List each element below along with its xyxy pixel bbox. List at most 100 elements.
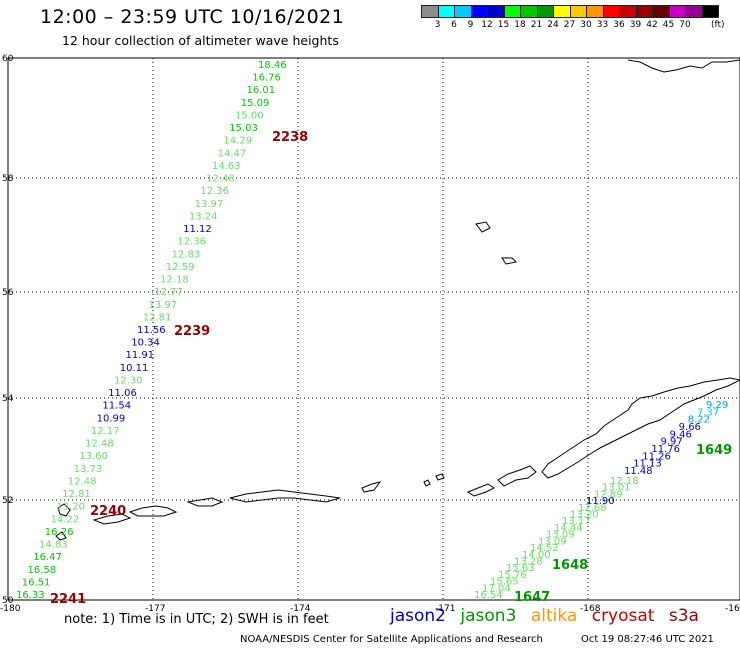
page-subtitle: 12 hour collection of altimeter wave hei… bbox=[62, 33, 339, 48]
colorbar-tick-label: 42 bbox=[646, 20, 658, 30]
wave-height-value: 9.29 bbox=[706, 400, 728, 411]
wave-height-value: 13.20 bbox=[56, 502, 85, 513]
wave-height-value: 9.66 bbox=[679, 422, 701, 433]
wave-height-value: 11.48 bbox=[624, 466, 653, 477]
wave-height-value: 11.12 bbox=[183, 224, 212, 235]
island-amchitka bbox=[92, 513, 132, 525]
wave-height-value: 16.47 bbox=[33, 552, 62, 563]
axis-labels: 60 58 56 54 52 50-180 -177 -174 -171 -168 -16 bbox=[0, 54, 740, 614]
wave-height-value: 13.01 bbox=[602, 483, 631, 494]
wave-height-value: 16.01 bbox=[246, 85, 275, 96]
colorbar-tick-label: 45 bbox=[662, 20, 675, 30]
wave-height-value: 13.24 bbox=[189, 211, 218, 222]
wave-height-value: 11.76 bbox=[651, 444, 680, 455]
wave-height-value: 14.22 bbox=[51, 514, 80, 525]
wave-height-value: 14.52 bbox=[530, 543, 559, 554]
wave-height-value: 13.28 bbox=[514, 556, 543, 567]
wave-height-value: 12.81 bbox=[62, 489, 91, 500]
wave-height-value: 16.26 bbox=[45, 527, 74, 538]
wave-height-value: 15.09 bbox=[241, 98, 270, 109]
wave-height-value: 15.65 bbox=[490, 577, 519, 588]
wave-height-value: 11.56 bbox=[137, 325, 166, 336]
colorbar-unit: (ft) bbox=[711, 20, 725, 30]
colorbar-tick-label: 9 bbox=[467, 20, 474, 30]
island-small-1 bbox=[423, 479, 431, 487]
lon-label: -177 bbox=[145, 604, 165, 614]
lat-label: 56 bbox=[2, 288, 14, 298]
island-atka bbox=[361, 481, 382, 493]
satellite-legend: jason2 jason3 altika cryosat s3a bbox=[390, 606, 708, 626]
wave-height-colorbar: (ft) 3 6 9 12 15 18 21 24 27 30 33 36 39 42 45 70 bbox=[421, 5, 725, 32]
wave-height-value: 12.77 bbox=[154, 287, 183, 298]
wave-height-value: 17.04 bbox=[482, 583, 511, 594]
legend-jason3: jason3 bbox=[460, 606, 517, 626]
wave-height-value: 14.29 bbox=[223, 136, 252, 147]
wave-height-value: 15.63 bbox=[506, 563, 535, 574]
wave-height-value: 14.83 bbox=[39, 540, 68, 551]
lon-label: -174 bbox=[290, 604, 311, 614]
wave-height-value: 14.63 bbox=[212, 161, 241, 172]
lon-label: -180 bbox=[0, 604, 21, 614]
wave-height-value: 10.34 bbox=[131, 338, 160, 349]
wave-height-value: 14.44 bbox=[554, 523, 583, 534]
island-st-paul bbox=[475, 221, 491, 233]
wave-height-value: 12.18 bbox=[160, 275, 189, 286]
island-st-george bbox=[501, 257, 518, 265]
island-delarof bbox=[186, 497, 224, 507]
island-buldir bbox=[55, 531, 67, 541]
colorbar-tick-label: 24 bbox=[547, 20, 559, 30]
colorbar-tick-label: 3 bbox=[434, 20, 441, 30]
wave-height-value: 16.58 bbox=[28, 565, 57, 576]
wave-height-value: 14.47 bbox=[218, 148, 247, 159]
wave-height-value: 16.51 bbox=[22, 577, 51, 588]
coast-alaska-peninsula bbox=[541, 377, 740, 479]
wave-height-value: 13.09 bbox=[538, 536, 567, 547]
credit-date: Oct 19 08:27:46 UTC 2021 bbox=[581, 634, 714, 645]
time-1647: 1647 bbox=[514, 590, 550, 605]
wave-height-value: 13.97 bbox=[149, 300, 178, 311]
colorbar-tick-label: 33 bbox=[596, 20, 609, 30]
island-four-mountains bbox=[435, 473, 445, 481]
wave-height-value: 16.33 bbox=[16, 590, 45, 601]
wave-height-value: 8.22 bbox=[688, 415, 710, 426]
wave-height-value: 12.89 bbox=[594, 489, 623, 500]
wave-height-value: 12.36 bbox=[200, 186, 229, 197]
map-border bbox=[7, 57, 740, 601]
pass-time-labels: 2238 2239 2240 2241 1649 1648 1647 bbox=[50, 130, 732, 607]
wave-height-value: 9.97 bbox=[660, 437, 682, 448]
wave-height-value: 13.20 bbox=[570, 510, 599, 521]
lon-label: -171 bbox=[435, 604, 455, 614]
wave-height-value: 12.81 bbox=[143, 312, 172, 323]
wave-height-value: 10.11 bbox=[120, 363, 149, 374]
colorbar-tick-label: 30 bbox=[580, 20, 592, 30]
legend-s3a: s3a bbox=[668, 606, 699, 626]
legend-altika: altika bbox=[530, 606, 578, 626]
lat-label: 58 bbox=[2, 174, 14, 184]
colorbar-swatches bbox=[421, 5, 719, 18]
wave-height-value: 10.99 bbox=[97, 413, 126, 424]
wave-height-value: 13.09 bbox=[546, 530, 575, 541]
wave-height-value: 13.97 bbox=[195, 199, 224, 210]
wave-height-value: 11.90 bbox=[586, 496, 615, 507]
time-1648: 1648 bbox=[552, 558, 588, 573]
colorbar-swatch bbox=[701, 5, 719, 18]
wave-height-value: 7.37 bbox=[697, 407, 719, 418]
time-2241: 2241 bbox=[50, 592, 86, 607]
colorbar-tick-label: 15 bbox=[497, 20, 510, 30]
wave-height-value: 12.59 bbox=[166, 262, 195, 273]
wave-height-value: 12.30 bbox=[114, 375, 143, 386]
lat-label: 52 bbox=[2, 496, 13, 506]
colorbar-ticks: (ft) 3 6 9 12 15 18 21 24 27 30 33 36 39 42 45 70 bbox=[421, 18, 725, 32]
wave-height-value: 12.83 bbox=[172, 249, 201, 260]
lon-label: -168 bbox=[580, 604, 601, 614]
wave-height-value: 11.13 bbox=[633, 459, 662, 470]
wave-height-value: 18.46 bbox=[258, 60, 287, 71]
lat-label: 54 bbox=[2, 394, 14, 404]
wave-height-value: 11.54 bbox=[102, 401, 131, 412]
wave-height-value: 15.00 bbox=[235, 110, 264, 121]
colorbar-tick-label: 6 bbox=[451, 20, 457, 30]
wave-height-value: 14.00 bbox=[522, 550, 551, 561]
wave-height-value: 9.46 bbox=[670, 429, 692, 440]
island-andreanof bbox=[229, 489, 341, 503]
